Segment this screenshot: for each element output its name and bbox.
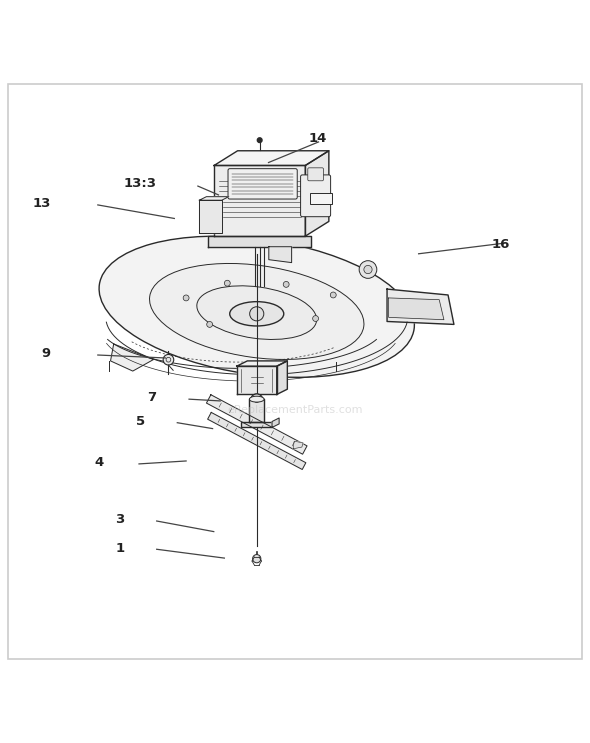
Text: 13: 13 xyxy=(32,197,51,210)
Polygon shape xyxy=(305,151,329,236)
Circle shape xyxy=(359,261,377,279)
Text: 16: 16 xyxy=(491,239,510,251)
Polygon shape xyxy=(237,366,277,395)
Circle shape xyxy=(163,354,173,365)
Ellipse shape xyxy=(230,302,284,326)
Text: 7: 7 xyxy=(148,392,157,404)
Polygon shape xyxy=(277,361,287,395)
Circle shape xyxy=(251,394,263,406)
Circle shape xyxy=(364,265,372,273)
Polygon shape xyxy=(199,200,222,233)
Text: 4: 4 xyxy=(94,456,104,470)
Circle shape xyxy=(224,280,230,286)
Polygon shape xyxy=(110,344,153,371)
Polygon shape xyxy=(214,166,305,236)
Polygon shape xyxy=(389,298,444,319)
FancyBboxPatch shape xyxy=(300,175,330,217)
FancyBboxPatch shape xyxy=(308,168,323,181)
Circle shape xyxy=(257,137,262,143)
Polygon shape xyxy=(214,151,329,166)
Polygon shape xyxy=(269,247,291,262)
Circle shape xyxy=(253,554,261,562)
Ellipse shape xyxy=(250,396,264,402)
Circle shape xyxy=(283,282,289,288)
Polygon shape xyxy=(237,361,287,366)
Text: eReplacementParts.com: eReplacementParts.com xyxy=(227,405,363,415)
Polygon shape xyxy=(208,236,311,247)
Text: 14: 14 xyxy=(309,132,327,146)
Circle shape xyxy=(254,398,259,402)
Polygon shape xyxy=(272,418,279,427)
Ellipse shape xyxy=(149,264,364,360)
Circle shape xyxy=(330,292,336,298)
Circle shape xyxy=(313,316,319,322)
Polygon shape xyxy=(199,197,229,200)
FancyBboxPatch shape xyxy=(241,421,272,427)
Text: 3: 3 xyxy=(115,513,124,526)
Text: 1: 1 xyxy=(115,542,124,554)
Text: 5: 5 xyxy=(136,415,145,428)
Circle shape xyxy=(183,295,189,301)
FancyBboxPatch shape xyxy=(310,192,332,204)
Polygon shape xyxy=(293,441,303,449)
Polygon shape xyxy=(208,412,306,470)
FancyBboxPatch shape xyxy=(228,169,297,199)
Circle shape xyxy=(206,322,212,328)
Polygon shape xyxy=(250,399,264,421)
Polygon shape xyxy=(206,395,307,454)
Circle shape xyxy=(250,307,264,321)
Polygon shape xyxy=(387,289,454,325)
Text: 13:3: 13:3 xyxy=(124,177,157,189)
Text: 9: 9 xyxy=(42,347,51,360)
Ellipse shape xyxy=(99,236,414,377)
Ellipse shape xyxy=(197,286,317,340)
